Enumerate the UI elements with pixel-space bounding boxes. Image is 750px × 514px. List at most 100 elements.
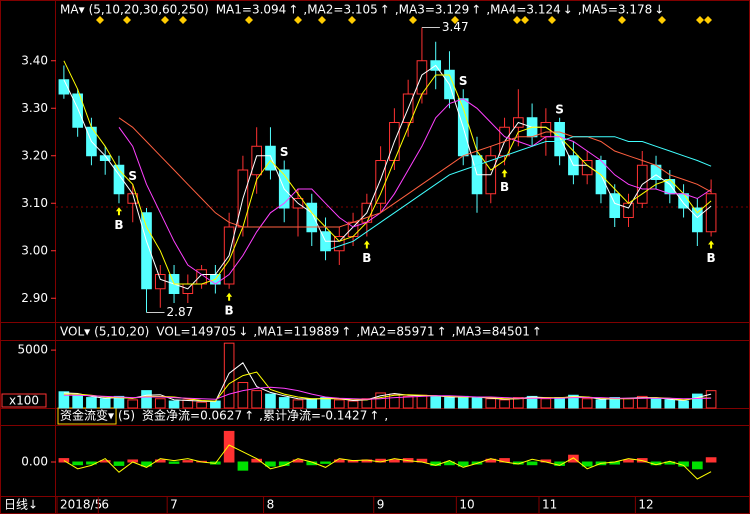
x-tick-label: 11	[542, 498, 557, 512]
candle-body	[609, 193, 621, 218]
event-marker	[179, 16, 187, 24]
bar	[457, 395, 469, 409]
bar	[251, 390, 262, 409]
bar	[471, 397, 483, 409]
trend-arrow: ↓	[563, 3, 573, 17]
bar	[361, 398, 373, 409]
indicator-param: (5)	[118, 409, 135, 423]
candle-body	[154, 274, 166, 290]
period-label: 日线↓	[4, 498, 38, 512]
unit-box	[1, 393, 47, 408]
indicator-value: ,MA2=85971	[356, 325, 434, 339]
candle-body	[554, 122, 565, 157]
average-line	[118, 117, 712, 228]
indicator-value: ,累计净流=-0.1427	[259, 409, 367, 423]
signal-arrow	[363, 240, 370, 249]
signal-arrow	[115, 207, 122, 216]
bar	[650, 398, 662, 409]
trend-arrow: ↑	[532, 325, 542, 339]
indicator-value: ,MA3=84501	[452, 325, 530, 339]
event-marker	[618, 16, 626, 24]
trade-signal: B	[707, 251, 716, 265]
bar	[485, 398, 497, 409]
bar	[265, 461, 276, 467]
bar	[444, 397, 455, 409]
x-tick-label: 9	[377, 498, 385, 512]
bar	[581, 398, 593, 409]
event-marker	[451, 16, 459, 24]
bar	[499, 399, 510, 409]
bar	[430, 395, 442, 409]
bar	[513, 397, 524, 409]
low-label: 2.87	[167, 305, 194, 319]
signal-arrow	[501, 169, 508, 178]
bar	[705, 390, 717, 409]
bar	[636, 395, 648, 409]
indicator-label: VOL▾	[60, 325, 90, 339]
event-marker	[348, 16, 356, 24]
bar	[389, 393, 400, 409]
average-line	[63, 386, 712, 400]
event-marker	[161, 16, 169, 24]
trade-signal: S	[128, 169, 137, 183]
event-marker	[696, 16, 704, 24]
indicator-label: MA▾	[60, 3, 85, 17]
trend-arrow: ↑	[341, 325, 351, 339]
bar	[526, 461, 538, 466]
event-marker	[294, 16, 302, 24]
candle-body	[251, 145, 262, 176]
indicator-param: 30,	[143, 3, 162, 17]
bar	[568, 454, 579, 463]
indicator-param: 10,	[110, 325, 129, 339]
bar	[333, 459, 345, 463]
trade-signal: B	[500, 180, 509, 194]
indicator-param: 10,	[105, 3, 124, 17]
indicator-value: ,MA2=3.105	[303, 3, 377, 17]
x-tick-label: 12	[638, 498, 653, 512]
bar	[692, 461, 703, 470]
candle-body	[595, 160, 607, 195]
y-tick-label: 2.90	[21, 291, 48, 305]
trade-signal: B	[114, 218, 123, 232]
bar	[664, 399, 676, 409]
trend-arrow: ↓	[238, 325, 248, 339]
trend-arrow: ↑	[288, 3, 298, 17]
bar	[72, 394, 83, 409]
indicator-value: MA1=3.094	[216, 3, 287, 17]
trade-signal: S	[280, 145, 289, 159]
bar	[623, 398, 634, 409]
indicator-value: ,MA4=3.124	[486, 3, 560, 17]
bar	[568, 394, 579, 409]
bar	[306, 398, 318, 409]
indicator-value: ,MA1=119889	[253, 325, 339, 339]
bar	[402, 395, 414, 409]
event-markers	[96, 16, 712, 24]
bar	[182, 460, 194, 463]
event-marker	[409, 16, 417, 24]
indicator-value: VOL=149705	[156, 325, 236, 339]
indicator-param: 250)	[181, 3, 209, 17]
indicator-param: 60,	[162, 3, 181, 17]
signal-arrow	[708, 240, 715, 249]
candle-body	[141, 212, 152, 290]
trade-signal: B	[225, 303, 234, 317]
indicator-label: 资金流变▾	[60, 408, 114, 423]
trend-arrow: ↑	[471, 3, 481, 17]
bar	[581, 461, 593, 467]
bar	[237, 382, 249, 409]
bar	[595, 399, 607, 409]
bar	[375, 392, 386, 409]
average-line	[63, 444, 712, 480]
indicator-param: 20,	[124, 3, 143, 17]
bar	[127, 399, 139, 409]
bar	[168, 461, 180, 464]
bar	[347, 400, 359, 409]
event-marker	[513, 16, 521, 24]
bar	[678, 400, 689, 409]
y-tick-label: 3.40	[21, 53, 48, 67]
y-tick-label: 3.00	[21, 243, 48, 257]
bar	[705, 457, 717, 463]
